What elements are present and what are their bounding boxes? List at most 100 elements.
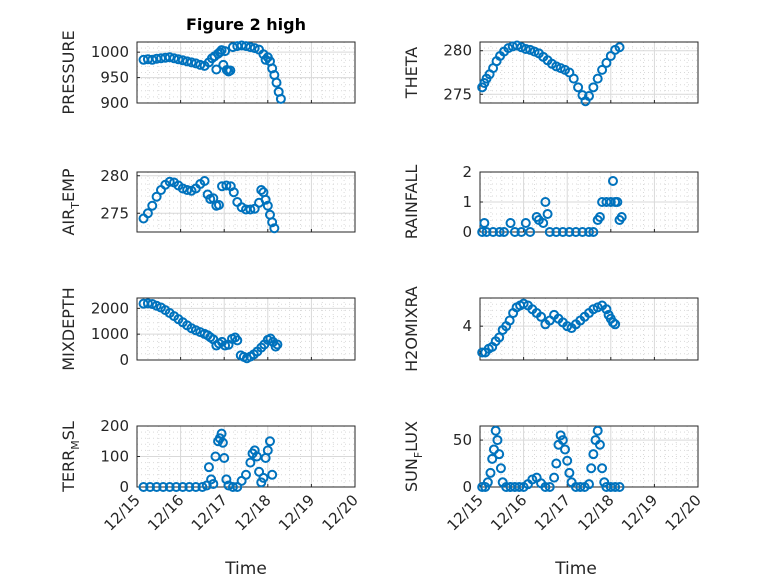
data-point [241,469,251,480]
y-tick-label: 100 [100,448,129,466]
x-tick-label: 12/16 [144,491,187,534]
x-axis-label-right: Time [554,559,597,579]
data-point [542,209,553,219]
data-point [267,469,278,480]
data-point [610,482,621,492]
y-tick-label: 280 [443,42,472,60]
y-axis-label: H2OMIXRA [402,286,421,372]
figure-title: Figure 2 high [186,15,306,34]
data-point [227,482,238,492]
data-point [262,445,273,456]
data-point [182,56,193,67]
data-point [203,462,214,473]
data-point [551,227,562,237]
y-axis-label: MIXDEPTH [59,287,78,370]
y-tick-label: 4 [462,317,472,335]
y-tick-label: 1000 [91,325,129,343]
data-point [164,176,175,187]
data-point [584,227,594,237]
data-point [269,223,280,234]
y-tick-label: 950 [100,69,129,87]
data-point [245,42,256,53]
data-point [573,82,584,93]
y-tick-label: 900 [100,94,129,112]
y-axis-label: AIRTEMP [59,168,82,235]
data-point [594,212,605,222]
data-point [597,463,608,474]
data-point [584,479,594,490]
data-point [605,197,616,207]
data-point [214,47,225,58]
data-point [228,187,239,198]
data-point [147,200,158,211]
x-tick-label: 12/15 [101,491,144,534]
data-point [142,298,153,309]
data-point [592,425,603,436]
data-point [219,453,230,464]
data-point [213,200,224,210]
data-point [272,339,283,350]
y-axis-label: RAINFALL [402,165,421,240]
data-point [138,482,149,492]
data-point [562,455,573,466]
data-point [564,467,575,478]
data-point [199,176,210,186]
data-point [575,482,586,492]
data-point [555,430,566,441]
axes-frame [136,171,356,233]
data-point [588,449,599,460]
data-point [490,425,501,436]
data-point [208,478,219,489]
data-point [584,91,594,102]
subplot-air_temp: 275 280 AIRTEMP [59,167,356,236]
data-point [158,482,169,492]
data-point [177,183,188,194]
data-point [614,482,625,492]
data-point [592,73,603,84]
data-point [477,227,488,237]
data-point [586,463,597,474]
data-point [487,453,498,464]
data-point [232,335,243,346]
data-point [540,197,551,207]
data-point [509,227,520,237]
data-point [211,64,222,75]
data-point [169,53,180,64]
y-tick-label: 0 [462,223,472,241]
x-tick-label: 12/20 [319,491,362,534]
subplot-pressure: 900 950 1000 PRESSURE [59,30,356,115]
data-point [260,54,271,65]
data-point [151,482,162,492]
data-point [270,341,281,352]
data-point [249,43,260,54]
data-point [186,57,197,68]
data-point [485,467,496,478]
subplot-rainfall: 0 1 2 RAINFALL [402,163,699,241]
data-point [249,445,260,456]
data-point [505,218,516,228]
x-tick-label: 12/19 [275,491,318,534]
data-point [225,65,236,76]
data-point [151,191,162,202]
data-point [601,57,612,68]
data-point [557,227,568,237]
data-point [245,457,256,468]
data-point [607,176,618,186]
data-point [514,482,525,492]
data-point [525,227,536,237]
data-point [601,304,612,315]
y-axis-label: PRESSURE [59,30,78,114]
data-point [494,449,505,460]
data-point [488,227,499,237]
data-point [551,458,562,469]
data-point [275,93,286,104]
data-point [482,477,493,488]
data-point [267,217,278,228]
data-point [544,227,555,237]
y-tick-label: 2 [462,163,472,181]
data-point [568,73,579,84]
data-point [271,77,282,88]
data-point [177,55,188,66]
